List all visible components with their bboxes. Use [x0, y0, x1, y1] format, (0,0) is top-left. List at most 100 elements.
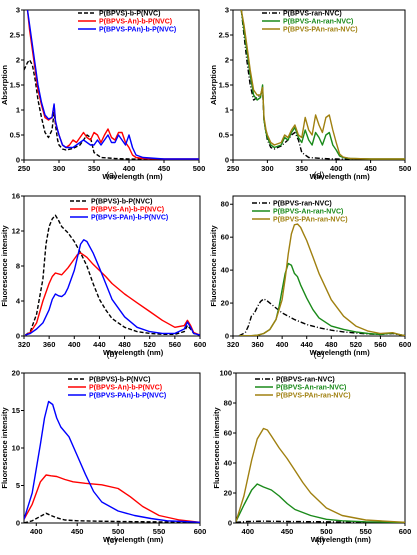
y-tick-label: 0 — [225, 332, 229, 341]
x-tick-label: 550 — [153, 527, 166, 536]
y-tick-label: 40 — [221, 266, 229, 275]
x-tick-label: 300 — [53, 164, 66, 173]
y-tick-label: 80 — [221, 200, 229, 209]
y-axis-label: Absorption — [209, 65, 218, 105]
y-tick-label: 20 — [221, 299, 229, 308]
x-tick-label: 250 — [227, 164, 240, 173]
x-tick-label: 400 — [123, 164, 136, 173]
series-line — [24, 252, 200, 336]
series-line — [239, 262, 405, 336]
series-line — [238, 298, 405, 336]
series-line — [24, 59, 199, 160]
legend-entry: P(BPVS-PAn-ran-NVC) — [273, 217, 348, 224]
x-tick-label: 320 — [18, 340, 31, 349]
series-line — [26, 10, 199, 160]
x-axis-label: Wavelength (nm) — [310, 172, 371, 181]
legend-entry: P(BPVS-An)-b-P(NVC) — [89, 385, 162, 392]
series-line — [24, 400, 200, 523]
x-tick-label: 550 — [359, 527, 372, 536]
x-tick-label: 450 — [281, 527, 294, 536]
x-tick-label: 350 — [296, 164, 309, 173]
plot-frame — [235, 372, 406, 524]
y-axis-label: Fluorescence intensity — [0, 225, 9, 307]
chart-panel: 320 360 400 440 480 520 560 600 0 4 8 12 16 Wavelengt… — [0, 192, 206, 360]
legend-entry: P(BPVS-PAn-ran-NVC) — [283, 27, 358, 34]
y-tick-label: 20 — [12, 369, 20, 378]
y-tick-label: 1 — [16, 106, 20, 115]
y-tick-label: 0.5 — [219, 131, 229, 140]
x-tick-label: 400 — [242, 527, 255, 536]
x-axis-label: Wavelength (nm) — [103, 348, 164, 357]
legend-entry: P(BPVS-PAn)-b-P(NVC) — [89, 393, 166, 400]
y-tick-label: 80 — [224, 399, 232, 408]
y-tick-label: 0 — [228, 519, 232, 528]
x-tick-label: 400 — [330, 164, 343, 173]
x-tick-label: 360 — [43, 340, 56, 349]
y-tick-label: 0 — [16, 156, 20, 165]
series-line — [236, 427, 405, 523]
y-axis-label: Fluorescence intensity — [212, 407, 221, 489]
series-line — [239, 223, 405, 336]
x-axis-label: Wavelength (nm) — [310, 348, 371, 357]
y-tick-label: 16 — [12, 192, 20, 201]
x-axis-label: Wavelength (nm) — [311, 535, 372, 544]
chart-panel: 400 450 500 550 600 0 5 10 15 20 Wavelength (nm) Fl… — [0, 369, 206, 546]
y-tick-label: 60 — [224, 429, 232, 438]
x-tick-label: 560 — [169, 340, 182, 349]
y-tick-label: 0.5 — [10, 131, 20, 140]
chart-panel: 400 450 500 550 600 0 20 40 60 80 100 Wavelength (n… — [212, 369, 411, 546]
y-tick-label: 2.5 — [219, 31, 229, 40]
y-tick-label: 15 — [12, 406, 20, 415]
x-tick-label: 500 — [112, 527, 125, 536]
x-tick-label: 520 — [350, 340, 363, 349]
x-tick-label: 480 — [118, 340, 131, 349]
x-tick-label: 600 — [399, 340, 412, 349]
x-tick-label: 350 — [88, 164, 101, 173]
y-axis-label: Absorption — [0, 65, 9, 105]
x-tick-label: 250 — [18, 164, 31, 173]
x-tick-label: 400 — [68, 340, 81, 349]
legend-entry: P(BPVS)-b-P(NVC) — [91, 199, 152, 206]
x-axis-label: Wavelength (nm) — [102, 172, 163, 181]
y-tick-label: 2 — [225, 56, 229, 65]
legend-entry: P(BPVS-ran-NVC) — [273, 201, 332, 208]
legend-entry: P(BPVS-An)-b-P(NVC) — [99, 19, 172, 26]
panel-label: (e) — [314, 349, 325, 359]
y-tick-label: 4 — [16, 297, 21, 306]
series-line — [240, 10, 405, 160]
chart-panel: 250 300 350 400 450 500 0 0.5 1 1.5 2 2.5 3 Wavelengt… — [0, 6, 205, 182]
legend-entry: P(BPVS-An-ran-NVC) — [273, 209, 343, 216]
legend-entry: P(BPVS-An)-b-P(NVC) — [91, 207, 164, 214]
y-tick-label: 100 — [219, 369, 232, 378]
y-tick-label: 1.5 — [219, 81, 229, 90]
y-tick-label: 12 — [12, 227, 20, 236]
x-tick-label: 320 — [227, 340, 240, 349]
series-line — [24, 512, 200, 523]
y-tick-label: 5 — [16, 481, 20, 490]
y-tick-label: 0 — [16, 519, 20, 528]
panel-label: (c) — [107, 535, 118, 545]
x-tick-label: 600 — [194, 527, 207, 536]
panel-label: (a) — [106, 170, 117, 180]
x-tick-label: 450 — [364, 164, 377, 173]
legend-entry: P(BPVS-PAn-ran-NVC) — [276, 393, 351, 400]
y-axis-label: Fluorescence intensity — [0, 407, 9, 489]
x-tick-label: 360 — [251, 340, 264, 349]
y-tick-label: 20 — [224, 489, 232, 498]
series-line — [240, 10, 405, 160]
panel-label: (d) — [314, 170, 325, 180]
x-tick-label: 560 — [374, 340, 387, 349]
x-tick-label: 450 — [158, 164, 171, 173]
y-tick-label: 2.5 — [10, 31, 20, 40]
legend-entry: P(BPVS)-b-P(NVC) — [99, 11, 160, 18]
y-tick-label: 0 — [16, 332, 20, 341]
series-line — [236, 483, 405, 523]
chart-panel: 250 300 350 400 450 500 0 0.5 1 1.5 2 2.5 3 Wavelengt… — [209, 6, 411, 182]
y-tick-label: 40 — [224, 459, 232, 468]
series-line — [24, 474, 200, 523]
x-tick-label: 440 — [93, 340, 106, 349]
x-tick-label: 440 — [300, 340, 313, 349]
x-tick-label: 520 — [143, 340, 156, 349]
panel-label: (b) — [107, 349, 118, 359]
